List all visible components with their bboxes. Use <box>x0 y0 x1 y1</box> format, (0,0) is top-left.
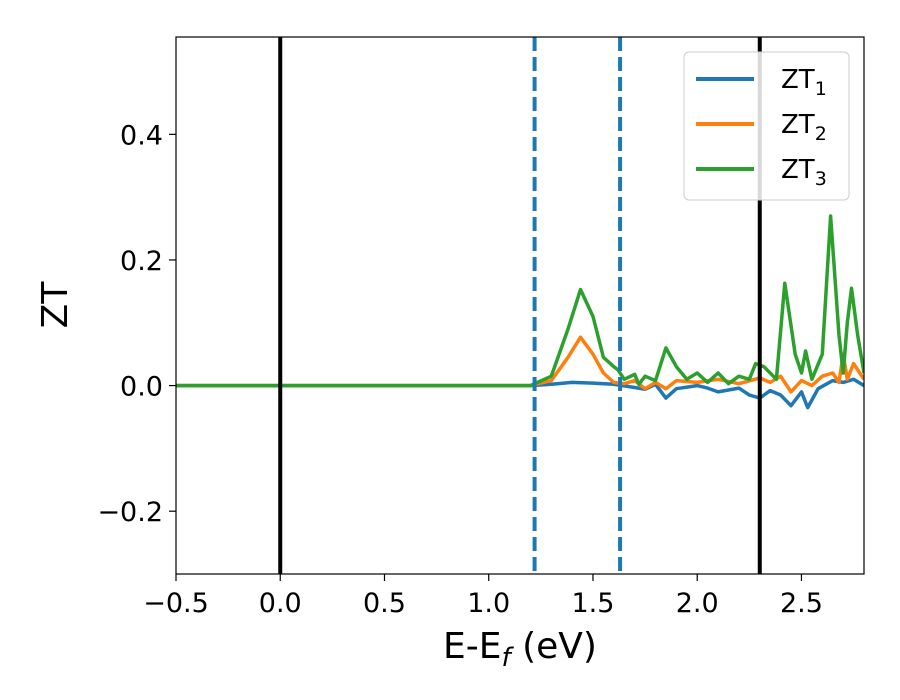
y-tick-label: −0.2 <box>97 497 163 528</box>
plot-frame <box>175 36 865 575</box>
x-tick-label: 2.0 <box>676 588 719 619</box>
legend-box <box>683 51 850 201</box>
x-tick-label: 2.5 <box>780 588 823 619</box>
legend: ZT1 ZT2 ZT3 <box>683 51 850 201</box>
x-tick-label: 0.5 <box>363 588 406 619</box>
legend-label-zt1: ZT1 <box>781 65 827 100</box>
series-line-zt1 <box>176 377 864 410</box>
legend-label-zt2: ZT2 <box>781 110 827 145</box>
x-axis-title: E-Ef (eV) <box>443 626 597 673</box>
axes: −0.5 0.0 0.5 1.0 1.5 2.0 2.5 −0.2 0.0 0.2 0.4 <box>97 36 865 619</box>
x-tick-label: 1.0 <box>467 588 510 619</box>
x-tick-label: 1.5 <box>571 588 614 619</box>
x-tick-label: 0.0 <box>259 588 302 619</box>
x-tick-label: −0.5 <box>143 588 209 619</box>
y-tick-label: 0.2 <box>120 246 163 277</box>
y-axis-title: ZT <box>35 281 76 329</box>
y-tick-label: 0.4 <box>120 120 163 151</box>
legend-label-zt3: ZT3 <box>781 155 827 190</box>
y-tick-label: 0.0 <box>120 372 163 403</box>
series-line-zt3 <box>176 214 864 388</box>
